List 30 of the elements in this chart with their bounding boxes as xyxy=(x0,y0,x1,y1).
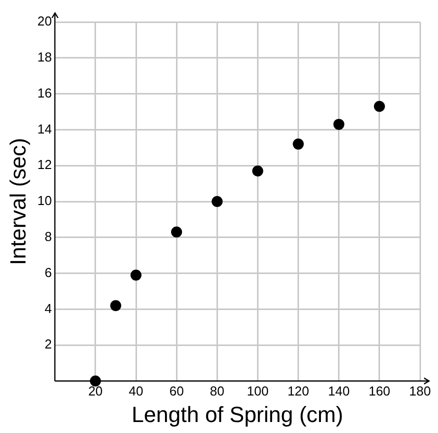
x-tick-label: 20 xyxy=(88,383,103,398)
point xyxy=(374,100,385,112)
y-tick-label: 16 xyxy=(37,85,52,100)
point xyxy=(252,165,264,176)
point xyxy=(130,270,142,281)
y-tick-label: 12 xyxy=(37,157,52,172)
point xyxy=(171,226,182,238)
y-tick-label: 14 xyxy=(37,121,52,136)
x-tick-label: 120 xyxy=(287,383,310,398)
y-tick-label: 20 xyxy=(37,14,52,29)
point xyxy=(212,196,223,207)
y-tick-label: 8 xyxy=(44,228,52,244)
y-tick-label: 18 xyxy=(37,49,52,64)
x-tick-label: 140 xyxy=(328,383,350,398)
y-tick-label: 6 xyxy=(44,264,52,280)
point xyxy=(90,376,101,386)
y-axis-title: Interval (sec) xyxy=(5,138,30,266)
point xyxy=(333,118,344,130)
x-tick-label: 60 xyxy=(169,383,184,398)
x-tick-label: 80 xyxy=(210,383,224,398)
point xyxy=(110,300,122,312)
y-tick-label: 10 xyxy=(37,193,52,208)
x-tick-label: 40 xyxy=(128,383,144,398)
x-tick-label: 100 xyxy=(246,383,269,398)
x-tick-label: 160 xyxy=(368,383,390,398)
x-axis-title: Length of Spring (cm) xyxy=(132,402,344,427)
point xyxy=(292,138,304,150)
y-tick-label: 4 xyxy=(44,300,52,316)
y-tick-label: 2 xyxy=(44,336,52,352)
x-tick-label: 180 xyxy=(409,383,431,398)
